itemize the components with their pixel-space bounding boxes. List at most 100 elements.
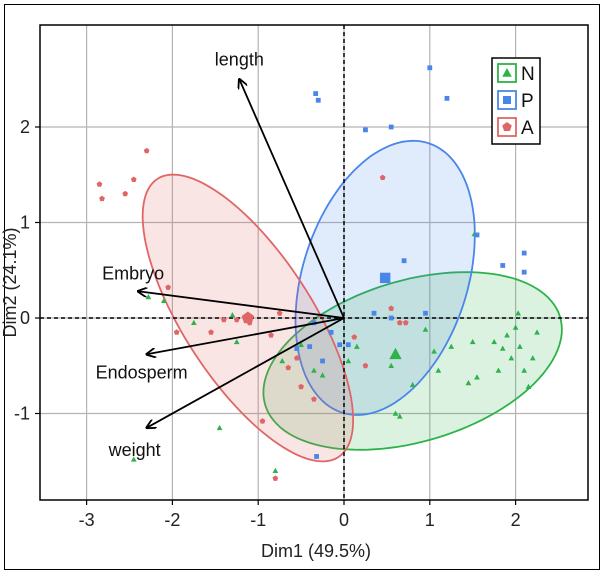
- point-N: [422, 326, 429, 332]
- point-A: [298, 383, 304, 390]
- point-A: [130, 176, 137, 182]
- point-N: [388, 362, 395, 368]
- point-N: [160, 297, 167, 304]
- point-A: [221, 316, 227, 323]
- loading-label-length: length: [215, 49, 264, 69]
- point-P: [294, 346, 300, 351]
- point-N: [392, 410, 399, 416]
- legend: NPA: [491, 57, 541, 145]
- point-N: [508, 355, 515, 361]
- point-P: [320, 358, 325, 364]
- point-N: [448, 343, 455, 349]
- point-A: [402, 319, 409, 326]
- legend-key-A: [497, 117, 517, 137]
- centroid-P: [379, 272, 391, 284]
- zero-reference-lines: [40, 25, 588, 500]
- data-points: [96, 65, 540, 481]
- point-N: [345, 357, 352, 364]
- point-P: [401, 258, 407, 264]
- centroid-N: [389, 347, 402, 360]
- point-N: [229, 312, 236, 318]
- legend-marker-N: [502, 68, 512, 77]
- point-A: [259, 418, 266, 424]
- point-P: [363, 127, 368, 133]
- loading-arrow-embryo: [138, 291, 345, 319]
- point-A: [388, 305, 394, 311]
- y-tick-label: 2: [20, 117, 30, 137]
- point-N: [517, 343, 523, 349]
- chart-frame: [4, 4, 600, 570]
- point-P: [427, 65, 433, 71]
- point-N: [130, 456, 137, 462]
- point-N: [499, 345, 506, 351]
- point-N: [515, 310, 522, 316]
- point-N: [504, 332, 510, 338]
- y-axis-label: Dim2 (24.1%): [0, 227, 20, 337]
- point-P: [328, 329, 334, 335]
- loading-arrow-weight: [147, 317, 345, 428]
- point-N: [431, 348, 437, 354]
- centroid-A: [241, 311, 255, 324]
- loading-label-embryo: Embryo: [102, 263, 164, 283]
- point-P: [313, 91, 319, 96]
- legend-label-A: A: [521, 118, 534, 139]
- x-tick-label: -3: [79, 510, 95, 530]
- loading-arrow-length: [239, 79, 345, 319]
- legend-marker-A: [502, 122, 512, 131]
- point-A: [143, 147, 150, 154]
- point-N: [233, 338, 240, 345]
- plot-area: [39, 24, 589, 501]
- point-P: [423, 310, 428, 316]
- point-P: [444, 95, 450, 101]
- point-P: [500, 263, 506, 268]
- legend-label-N: N: [521, 64, 535, 85]
- point-P: [307, 344, 313, 350]
- point-P: [388, 315, 394, 321]
- point-A: [294, 355, 300, 361]
- point-P: [371, 310, 377, 316]
- point-N: [495, 367, 502, 373]
- point-A: [285, 364, 292, 371]
- point-A: [173, 329, 180, 335]
- point-N: [319, 372, 326, 378]
- legend-key-P: [497, 90, 517, 110]
- point-A: [351, 334, 358, 340]
- point-N: [469, 338, 476, 345]
- point-N: [534, 329, 540, 335]
- point-P: [337, 342, 343, 348]
- point-N: [298, 341, 304, 347]
- y-tick-label: 0: [20, 308, 30, 328]
- point-N: [529, 355, 536, 361]
- loading-vectors: length Embryo Endosperm weight: [96, 49, 345, 460]
- point-A: [99, 195, 105, 202]
- y-tick-label: -1: [14, 404, 30, 424]
- point-A: [165, 284, 171, 290]
- point-P: [345, 342, 351, 348]
- y-tick-label: 1: [20, 213, 30, 233]
- point-N: [435, 367, 442, 373]
- x-tick-label: 2: [511, 510, 521, 530]
- point-N: [474, 374, 480, 380]
- point-N: [191, 319, 197, 326]
- x-tick-label: -1: [250, 510, 266, 530]
- point-A: [276, 310, 283, 316]
- point-A: [272, 475, 279, 481]
- loading-label-endosperm: Endosperm: [96, 362, 188, 382]
- point-N: [396, 413, 403, 419]
- legend-label-P: P: [521, 91, 534, 112]
- legend-marker-P: [503, 96, 511, 104]
- point-A: [208, 329, 214, 335]
- point-P: [521, 250, 527, 256]
- point-N: [311, 367, 317, 373]
- point-N: [216, 424, 223, 431]
- x-tick-label: 1: [425, 510, 435, 530]
- point-A: [396, 319, 403, 326]
- point-A: [311, 396, 317, 402]
- loading-arrow-endosperm: [147, 317, 345, 354]
- point-N: [525, 383, 532, 390]
- point-N: [354, 343, 360, 349]
- point-A: [122, 190, 129, 197]
- point-A: [233, 316, 240, 323]
- point-A: [379, 174, 386, 180]
